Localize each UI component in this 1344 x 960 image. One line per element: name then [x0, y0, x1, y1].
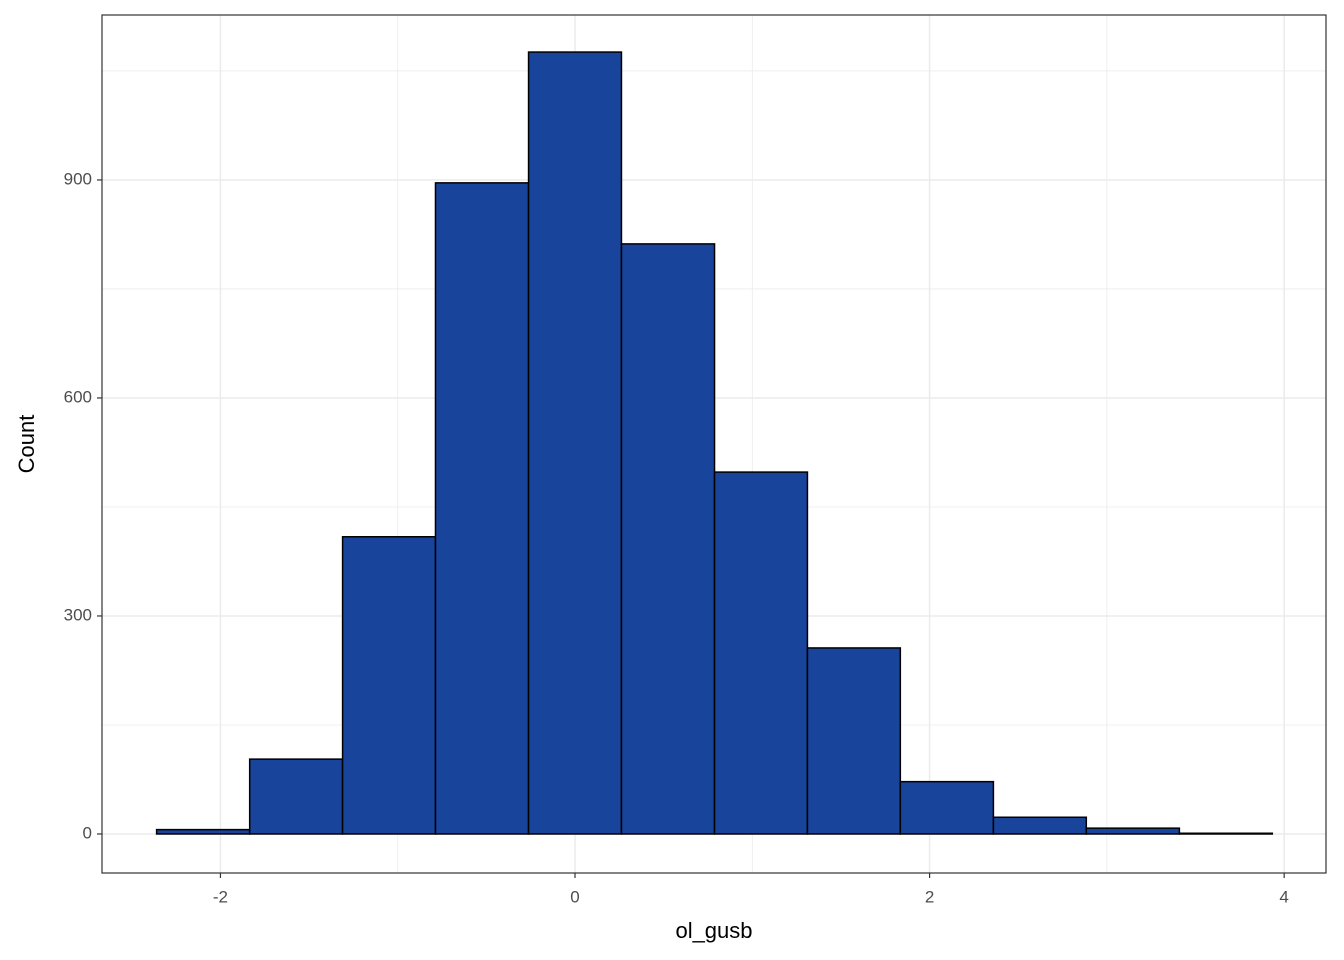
y-tick-label: 0	[83, 823, 92, 842]
y-tick-label: 900	[64, 169, 92, 188]
bar	[1178, 832, 1274, 835]
bar	[248, 758, 344, 835]
bar	[434, 182, 530, 835]
panel-border	[101, 14, 1327, 874]
x-tick-label: 4	[1279, 887, 1288, 906]
bar	[713, 471, 809, 835]
bar	[155, 828, 251, 835]
x-tick-label: 2	[925, 887, 934, 906]
x-axis-title: ol_gusb	[675, 918, 752, 943]
y-tick-label: 300	[64, 605, 92, 624]
x-tick-label: 0	[570, 887, 579, 906]
y-axis-title: Count	[14, 415, 39, 474]
bar	[992, 816, 1088, 835]
bar	[527, 51, 623, 835]
bar	[620, 243, 716, 835]
y-tick-label: 600	[64, 387, 92, 406]
bar	[806, 647, 902, 835]
x-tick-label: -2	[213, 887, 228, 906]
bar	[341, 536, 437, 835]
bar	[899, 780, 995, 835]
bar	[1085, 827, 1181, 835]
